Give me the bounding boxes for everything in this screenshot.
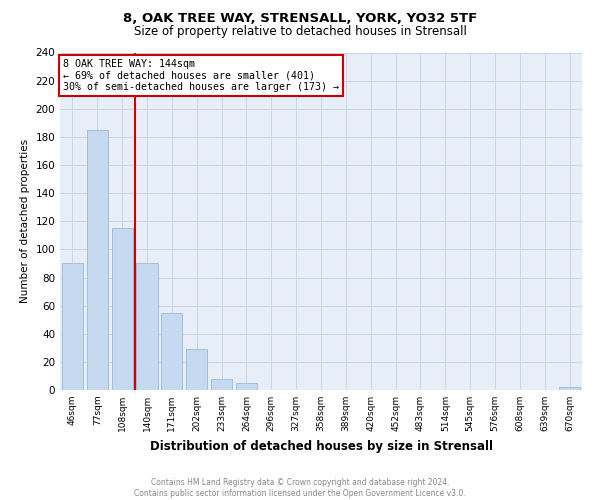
Text: 8, OAK TREE WAY, STRENSALL, YORK, YO32 5TF: 8, OAK TREE WAY, STRENSALL, YORK, YO32 5…: [123, 12, 477, 26]
Bar: [161, 312, 182, 390]
Bar: [186, 349, 207, 390]
Text: 8 OAK TREE WAY: 144sqm
← 69% of detached houses are smaller (401)
30% of semi-de: 8 OAK TREE WAY: 144sqm ← 69% of detached…: [62, 59, 338, 92]
Bar: [87, 130, 108, 390]
Bar: [211, 379, 232, 390]
Bar: [559, 387, 580, 390]
Text: Contains HM Land Registry data © Crown copyright and database right 2024.
Contai: Contains HM Land Registry data © Crown c…: [134, 478, 466, 498]
Bar: [236, 383, 257, 390]
X-axis label: Distribution of detached houses by size in Strensall: Distribution of detached houses by size …: [149, 440, 493, 452]
Bar: [112, 228, 133, 390]
Text: Size of property relative to detached houses in Strensall: Size of property relative to detached ho…: [134, 25, 466, 38]
Y-axis label: Number of detached properties: Number of detached properties: [20, 139, 30, 304]
Bar: [136, 264, 158, 390]
Bar: [62, 264, 83, 390]
